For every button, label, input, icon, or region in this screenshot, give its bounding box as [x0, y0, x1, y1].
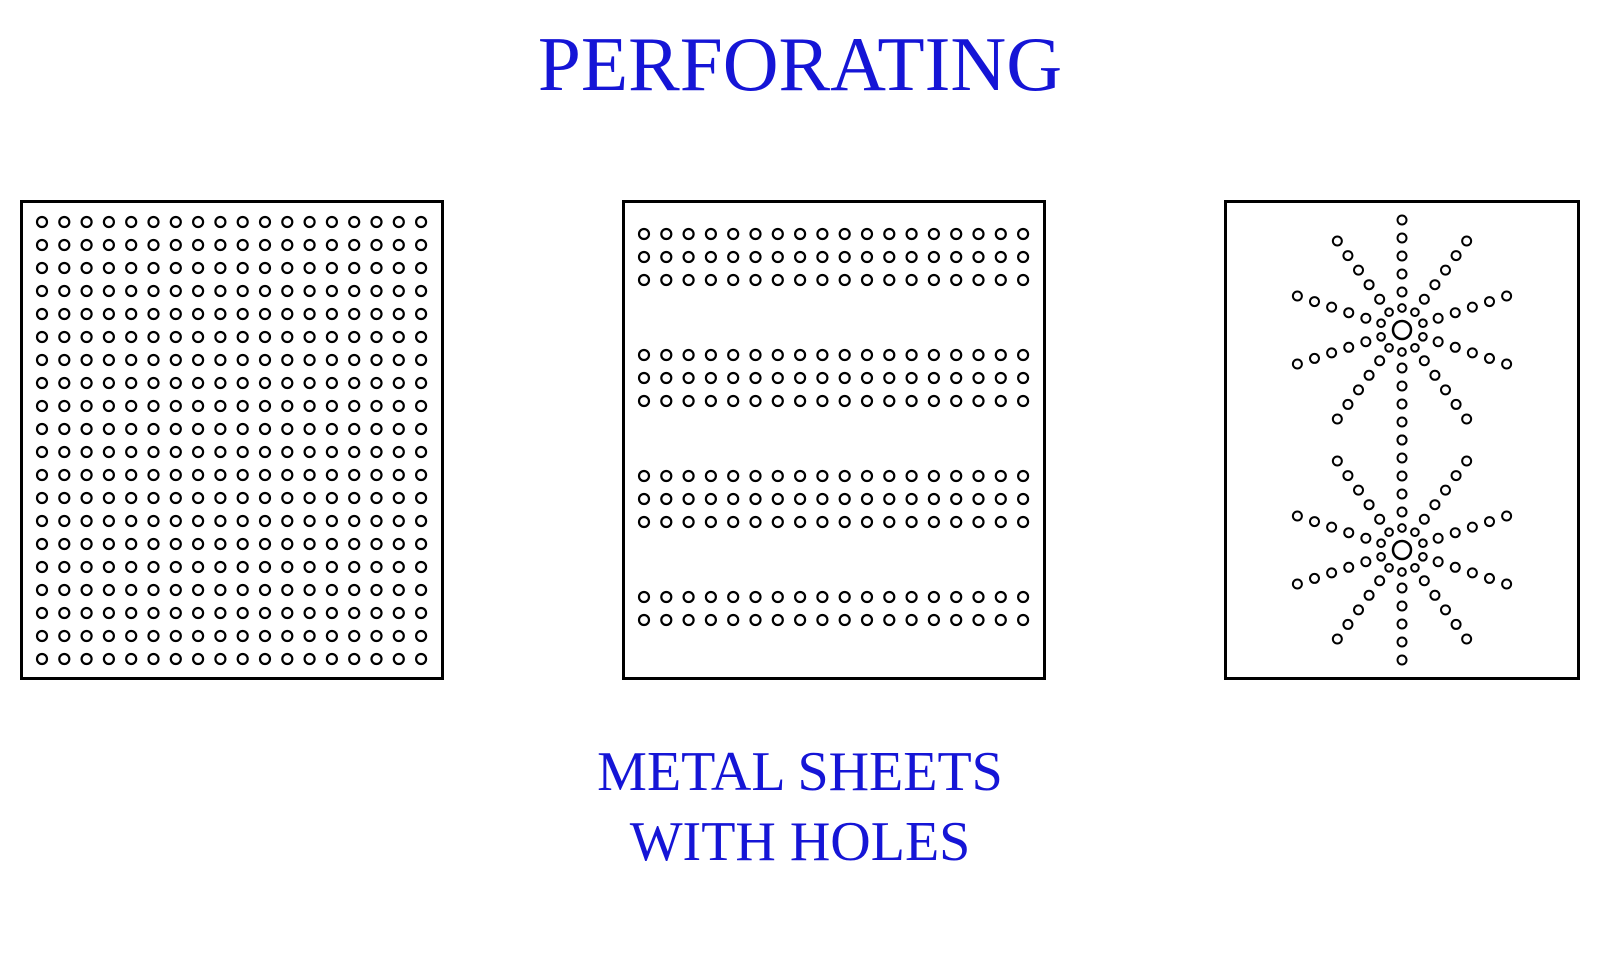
subtitle-line-2: WITH HOLES	[0, 810, 1600, 874]
subtitle-line-1: METAL SHEETS	[0, 740, 1600, 804]
sheet-starburst	[1224, 200, 1580, 680]
panel-row	[0, 200, 1600, 680]
diagram-root: PERFORATING METAL SHEETS WITH HOLES	[0, 0, 1600, 960]
sheet-banded-rows	[622, 200, 1046, 680]
sheet-uniform-grid	[20, 200, 444, 680]
page-title: PERFORATING	[0, 20, 1600, 109]
